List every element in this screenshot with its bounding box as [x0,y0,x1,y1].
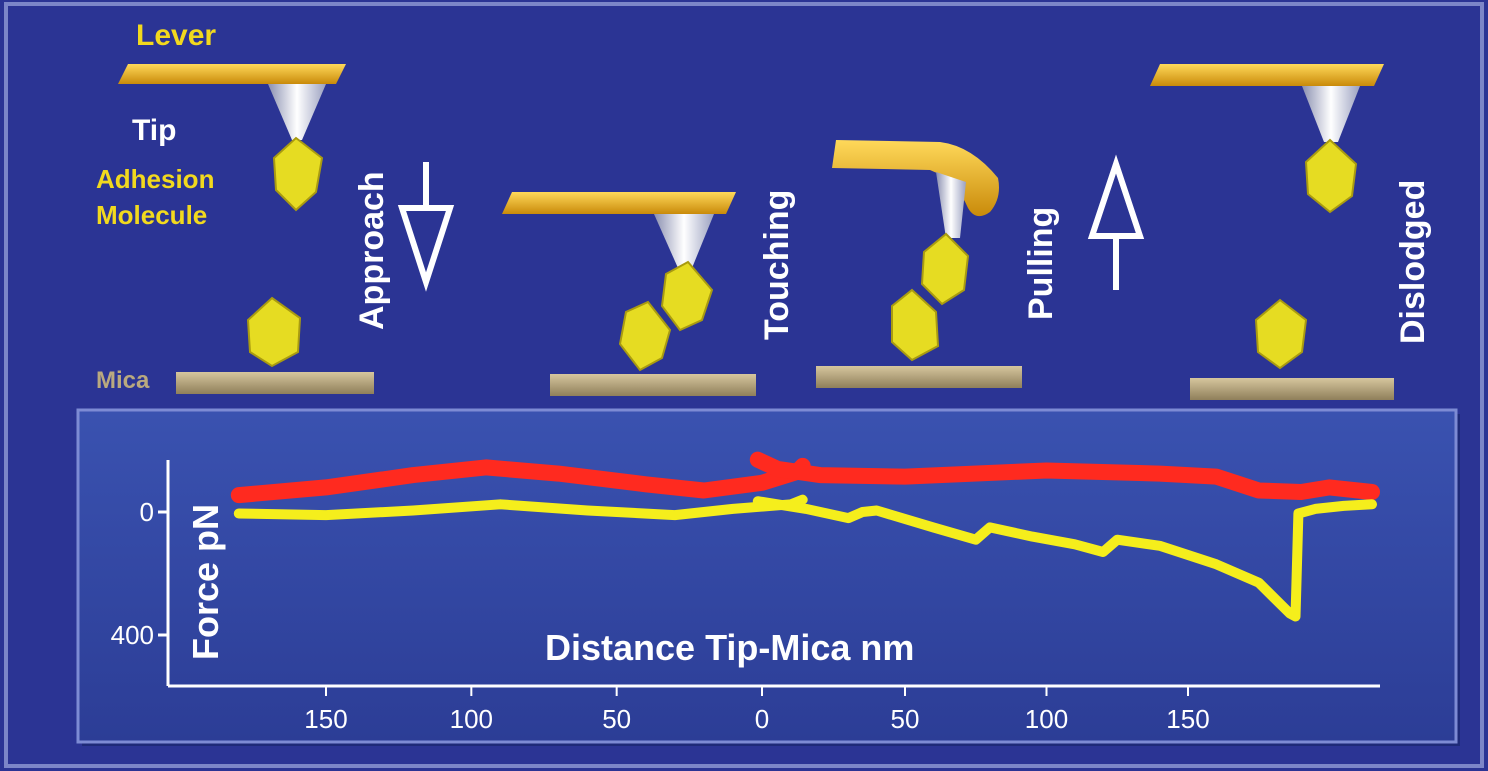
stage-pulling: Pulling [816,140,1145,388]
tip [268,84,326,140]
stage-label-pulling: Pulling [1022,207,1060,320]
tip-dislodged [1302,86,1360,142]
stage-label-approach: Approach [353,171,391,330]
x-tick-label: 100 [1025,704,1068,734]
stage-label-dislodged: Dislodged [1394,180,1432,344]
adhesion-label-line2: Molecule [96,200,207,230]
stage-approach: Lever Tip Adhesion Molecule Mica Approac… [96,19,455,394]
y-axis-label: Force pN [185,504,226,660]
lever-dislodged [1150,64,1384,86]
lever-touching [502,192,736,214]
x-tick-label: 0 [755,704,769,734]
approach-trace-right [749,451,1380,500]
mica-surface-touching [550,374,756,396]
adhesion-molecule-tip [272,136,324,212]
molecule-tip-dislodged [1304,138,1358,214]
mica-label: Mica [96,367,150,394]
stage-touching: Touching [502,190,796,396]
y-tick-label: 0 [140,497,154,527]
x-tick-label: 150 [304,704,347,734]
tip-pulling [936,172,966,238]
lever [118,64,346,84]
mica-surface [176,372,374,394]
tip-label: Tip [132,114,176,147]
axis-ticks: 0 400 150 100 50 0 50 100 150 [111,497,1210,734]
force-traces [230,451,1380,622]
x-tick-label: 50 [602,704,631,734]
adhesion-label-line1: Adhesion [96,164,214,194]
approach-trace-left [230,457,811,504]
molecule-lower-touching [618,300,672,372]
adhesion-molecule-surface [246,296,302,368]
x-tick-label: 150 [1166,704,1209,734]
force-curve-panel: Force pN Distance Tip-Mica nm 0 400 150 100… [76,408,1460,746]
x-tick-label: 50 [891,704,920,734]
up-arrow-icon [1087,154,1145,290]
x-tick-label: 100 [450,704,493,734]
bent-lever [832,140,999,217]
mica-surface-dislodged [1190,378,1394,400]
stage-label-touching: Touching [758,190,796,340]
molecule-upper-touching [660,260,714,332]
tip-touching [654,214,714,268]
molecule-lower-pulling [891,288,940,362]
x-axis-label: Distance Tip-Mica nm [545,627,914,668]
outer-frame [4,2,1484,768]
stage-dislodged: Dislodged [1150,64,1432,400]
retract-trace-right [752,496,1377,622]
y-tick-label: 400 [111,620,154,650]
mica-surface-pulling [816,366,1022,388]
molecule-surface-dislodged [1254,298,1308,370]
molecule-upper-pulling [920,232,970,306]
lever-label: Lever [136,19,216,52]
down-arrow-icon [397,162,455,292]
